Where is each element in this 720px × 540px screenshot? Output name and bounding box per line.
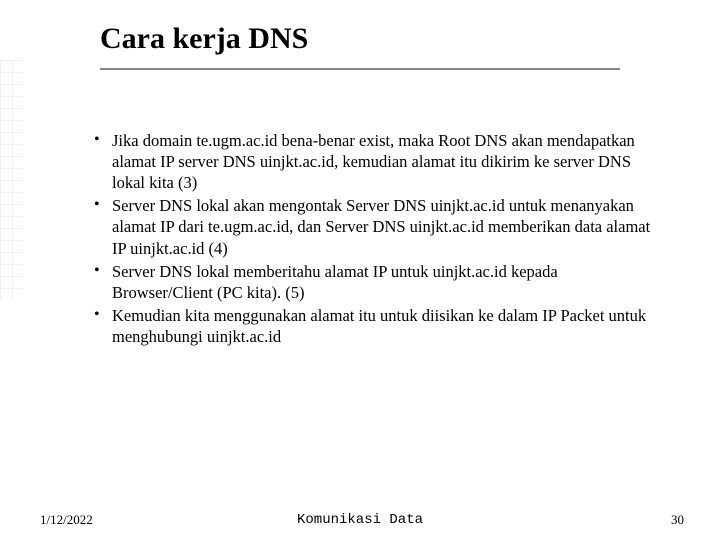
title-area: Cara kerja DNS bbox=[0, 0, 720, 62]
list-item: Server DNS lokal memberitahu alamat IP u… bbox=[90, 261, 660, 303]
list-item: Jika domain te.ugm.ac.id bena-benar exis… bbox=[90, 130, 660, 193]
footer-date: 1/12/2022 bbox=[40, 512, 93, 528]
slide: Cara kerja DNS Jika domain te.ugm.ac.id … bbox=[0, 0, 720, 540]
bullet-list: Jika domain te.ugm.ac.id bena-benar exis… bbox=[90, 130, 660, 347]
list-item: Kemudian kita menggunakan alamat itu unt… bbox=[90, 305, 660, 347]
footer-title: Komunikasi Data bbox=[297, 512, 423, 528]
slide-title: Cara kerja DNS bbox=[100, 22, 720, 56]
content-area: Jika domain te.ugm.ac.id bena-benar exis… bbox=[0, 70, 720, 347]
list-item: Server DNS lokal akan mengontak Server D… bbox=[90, 195, 660, 258]
decorative-grid bbox=[0, 60, 24, 300]
footer-page-number: 30 bbox=[671, 512, 684, 528]
